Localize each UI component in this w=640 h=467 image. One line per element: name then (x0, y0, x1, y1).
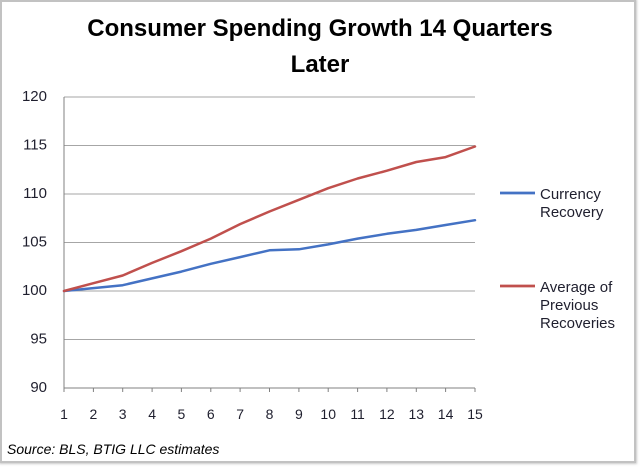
svg-text:1: 1 (60, 406, 68, 422)
svg-text:15: 15 (467, 406, 483, 422)
svg-text:6: 6 (207, 406, 215, 422)
svg-text:5: 5 (178, 406, 186, 422)
svg-text:7: 7 (236, 406, 244, 422)
svg-text:11: 11 (350, 406, 365, 422)
svg-text:120: 120 (22, 88, 47, 105)
svg-text:12: 12 (379, 406, 395, 422)
svg-text:Previous: Previous (540, 297, 598, 314)
svg-text:10: 10 (320, 406, 336, 422)
svg-text:90: 90 (30, 379, 47, 396)
svg-text:2: 2 (90, 406, 98, 422)
svg-text:100: 100 (22, 282, 47, 299)
svg-text:Currency: Currency (540, 186, 601, 203)
svg-text:110: 110 (23, 185, 47, 202)
svg-text:105: 105 (22, 234, 47, 251)
svg-text:4: 4 (148, 406, 156, 422)
svg-text:13: 13 (409, 406, 425, 422)
svg-text:Recovery: Recovery (540, 204, 604, 221)
svg-text:9: 9 (295, 406, 303, 422)
svg-text:Recoveries: Recoveries (540, 315, 615, 332)
svg-text:8: 8 (266, 406, 274, 422)
svg-text:115: 115 (23, 137, 47, 154)
svg-text:3: 3 (119, 406, 127, 422)
svg-text:Average of: Average of (540, 279, 613, 296)
svg-text:14: 14 (438, 406, 454, 422)
svg-text:95: 95 (30, 331, 47, 348)
